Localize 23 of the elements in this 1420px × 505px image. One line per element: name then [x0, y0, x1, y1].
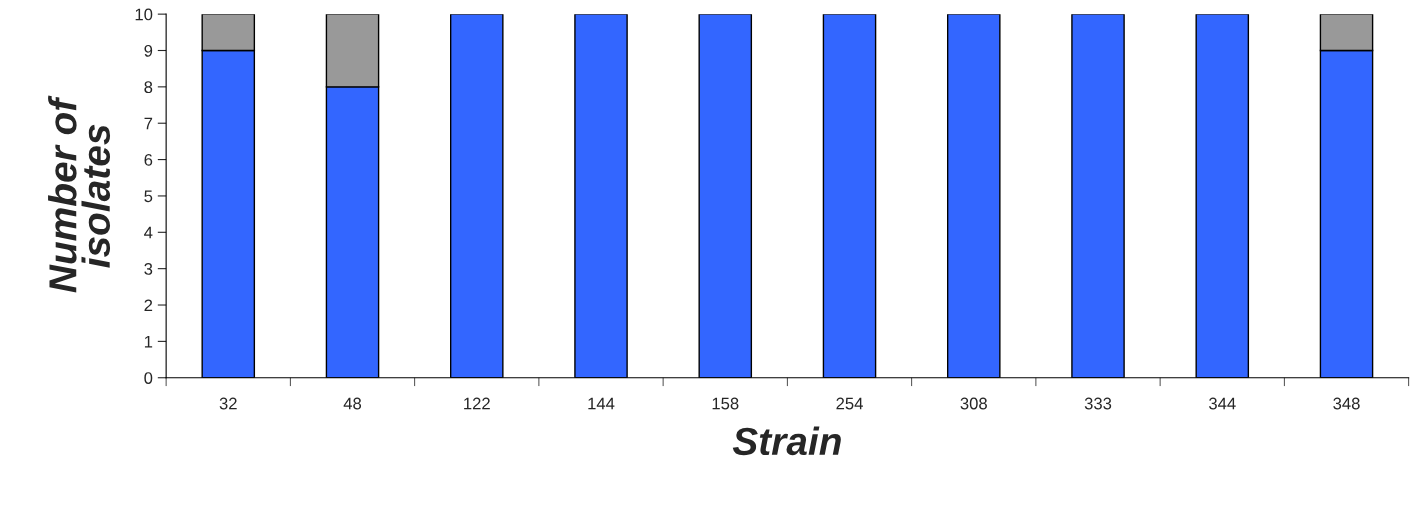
y-tick-label: 10	[135, 8, 153, 21]
x-tick-label: 344	[1209, 397, 1236, 410]
x-axis-title: Strain	[732, 426, 841, 456]
y-tick-label: 0	[144, 372, 153, 384]
y-tick-label: 6	[144, 153, 153, 166]
y-tick-label: 4	[144, 226, 153, 239]
x-tick-label: 348	[1333, 397, 1360, 410]
y-tick-label: 2	[144, 299, 153, 312]
x-tick-label: 144	[588, 397, 615, 410]
y-tick-label: 1	[144, 335, 153, 348]
y-tick-label: 8	[144, 81, 153, 94]
x-tick-label: 308	[960, 397, 987, 410]
x-tick-label: 48	[343, 397, 362, 410]
y-tick-label: 5	[144, 190, 153, 203]
y-tick-label: 3	[144, 263, 153, 275]
x-tick-label: 32	[219, 397, 237, 410]
x-tick-label: 122	[464, 397, 490, 410]
x-tick-label: 333	[1084, 397, 1112, 410]
x-tick-label: 158	[712, 397, 739, 410]
y-tick-label: 7	[144, 117, 153, 130]
x-tick-label: 254	[836, 397, 863, 410]
y-tick-label: 9	[144, 44, 153, 57]
y-axis-title: Number of isolates	[48, 95, 111, 293]
